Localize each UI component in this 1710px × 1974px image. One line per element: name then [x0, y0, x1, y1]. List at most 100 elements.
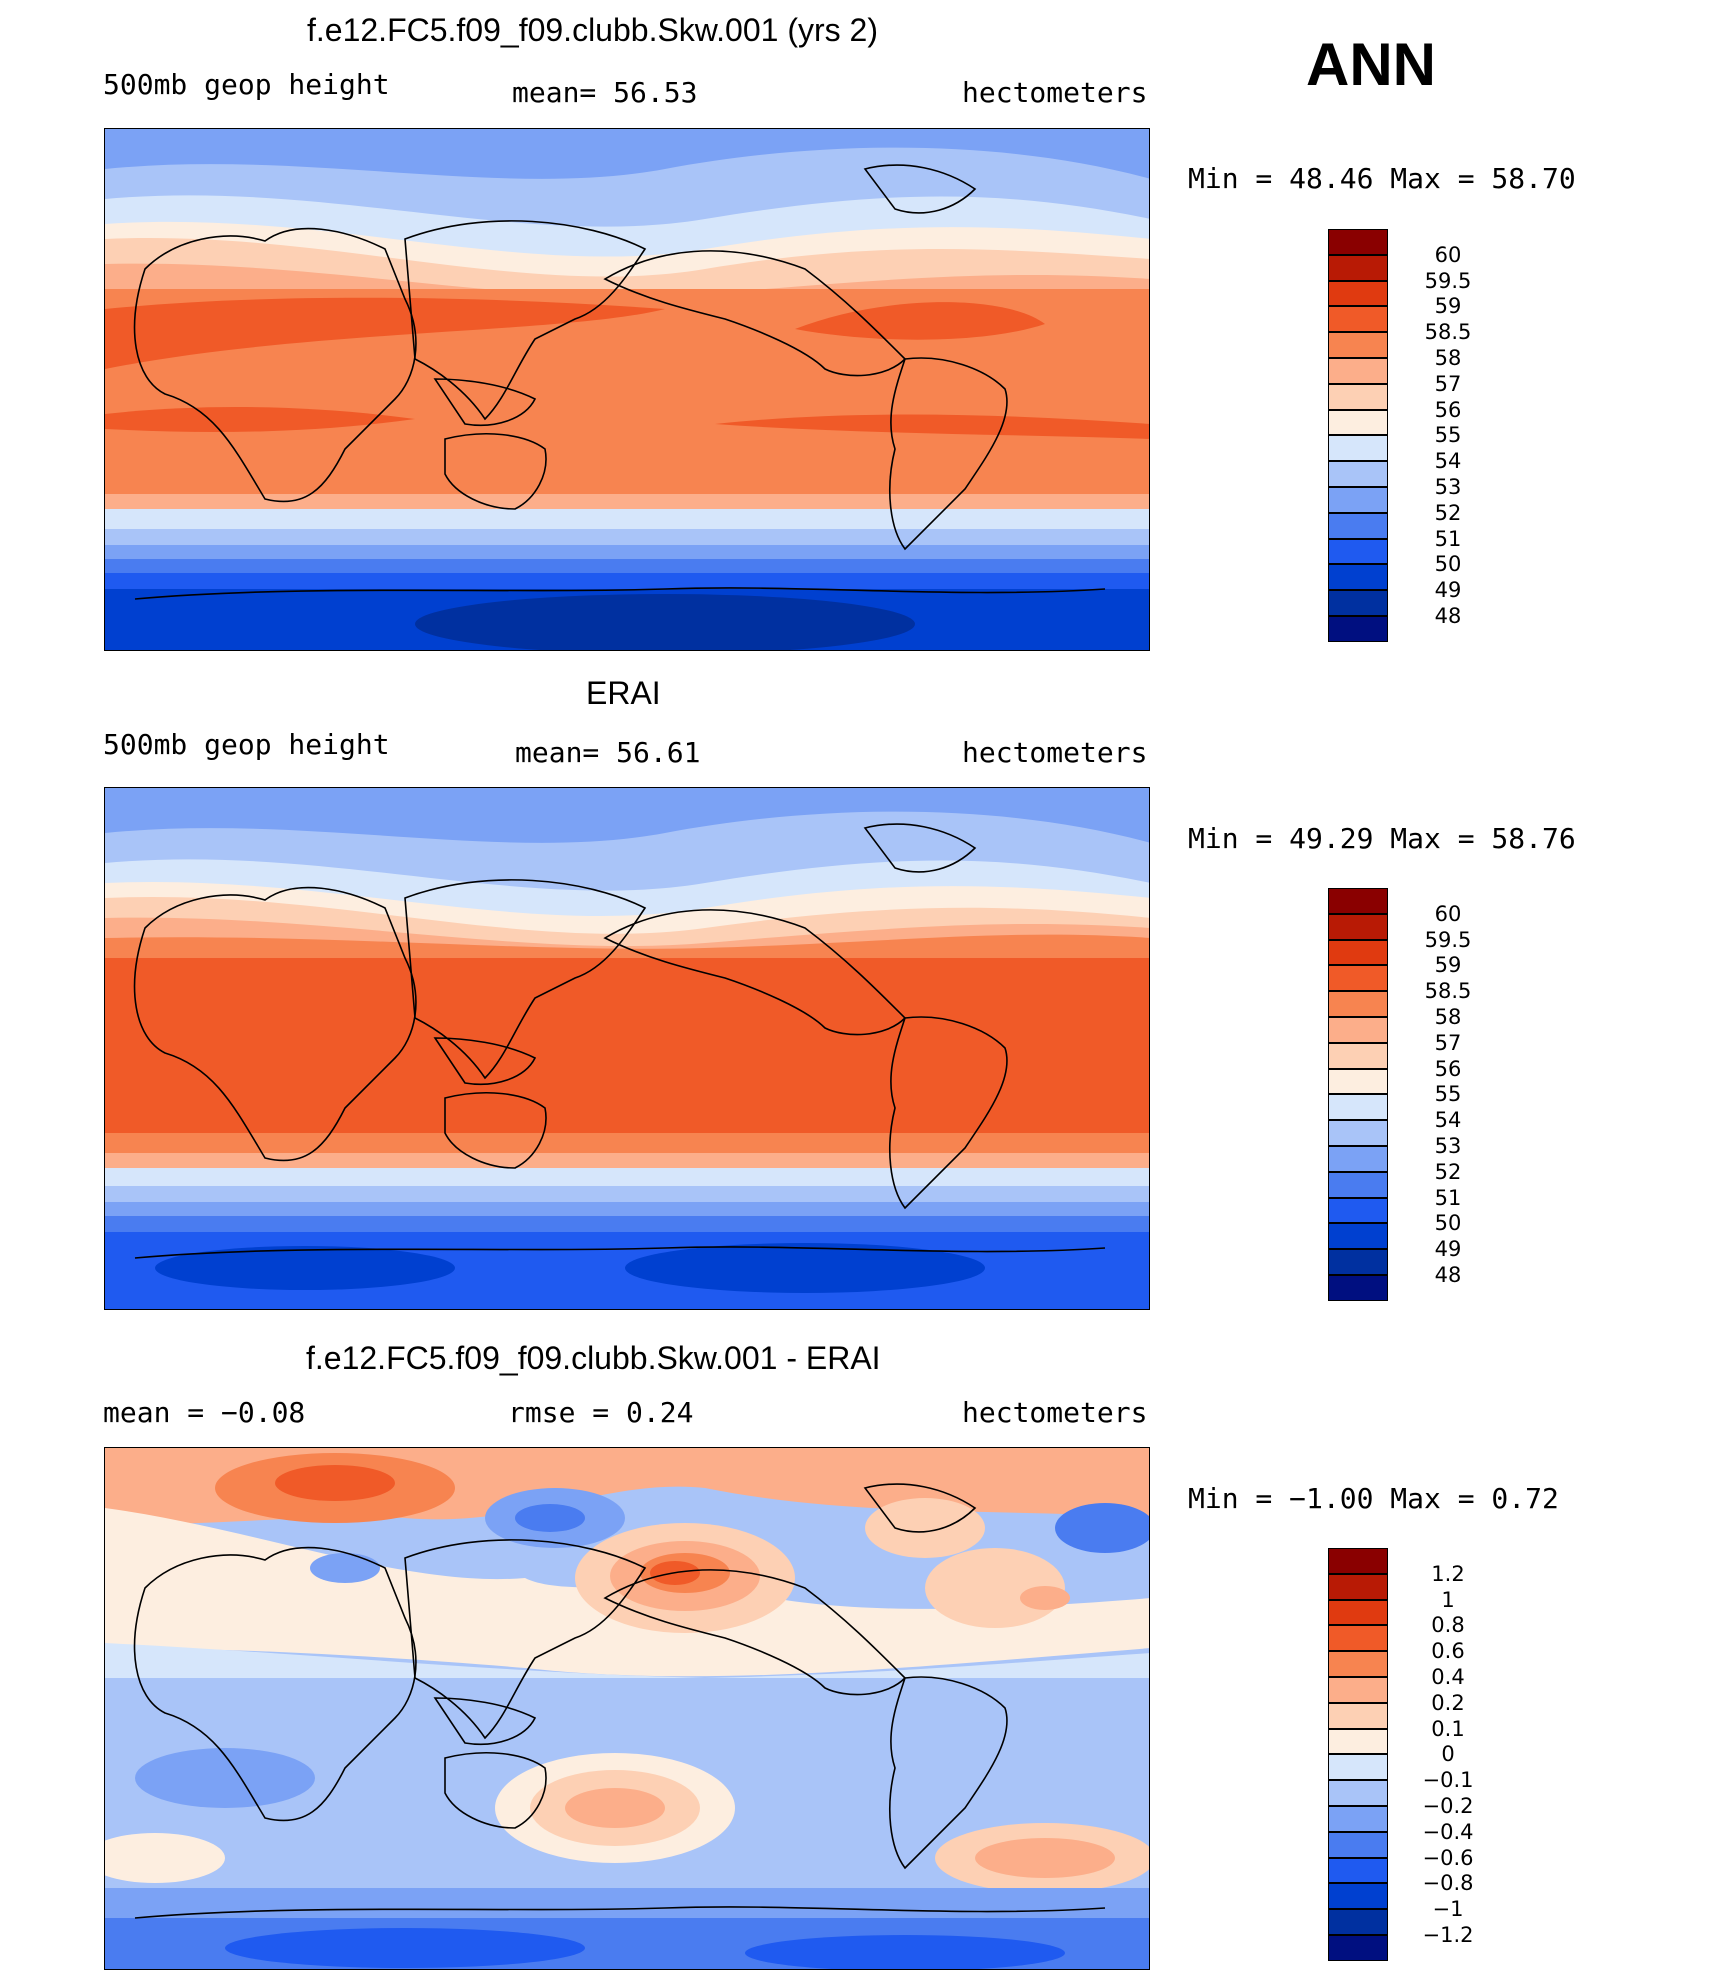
colorbar-swatch [1328, 1275, 1388, 1301]
contour-map-diff [105, 1448, 1149, 1969]
contour-map-obs [105, 788, 1149, 1309]
colorbar-tick-label: 1 [1441, 1587, 1455, 1612]
colorbar-tick-label: −0.8 [1422, 1871, 1474, 1896]
colorbar-tick-label: 53 [1434, 1134, 1462, 1158]
colorbar-swatch [1328, 409, 1388, 436]
colorbar-tick-label: 50 [1434, 1211, 1462, 1236]
colorbar-tick-label: 54 [1434, 449, 1462, 474]
units-label-obs: hectometers [962, 736, 1148, 769]
colorbar-tick-label: 52 [1434, 1159, 1462, 1184]
colorbar-tick-label: 0.4 [1431, 1665, 1465, 1689]
colorbar-tick-label: 0.2 [1431, 1690, 1465, 1715]
colorbar-swatch [1328, 991, 1388, 1017]
colorbar-swatch [1328, 1754, 1388, 1781]
colorbar-swatch [1328, 1806, 1388, 1832]
colorbar-tick-label: 48 [1434, 1263, 1462, 1287]
colorbar-tick-label: 56 [1434, 397, 1462, 422]
colorbar-swatch [1328, 564, 1388, 591]
colorbar-tick-label: 1.2 [1431, 1561, 1465, 1586]
colorbar-tick-label: 49 [1434, 1237, 1462, 1262]
colorbar-tick-label: 54 [1434, 1108, 1462, 1133]
colorbar-swatch [1328, 1017, 1388, 1043]
panel-title-model: f.e12.FC5.f09_f09.clubb.Skw.001 (yrs 2) [307, 12, 878, 48]
colorbar-tick-label: 58 [1434, 1005, 1462, 1029]
colorbar-swatch [1328, 1935, 1388, 1961]
colorbar-tick-label: −0.4 [1422, 1819, 1474, 1844]
colorbar-tick-label: 59 [1434, 294, 1462, 319]
colorbar-swatch [1328, 1197, 1388, 1224]
minmax-label-model: Min = 48.46 Max = 58.70 [1188, 162, 1576, 195]
colorbar-tick-label: −1 [1432, 1897, 1464, 1922]
colorbar-tick-label: −0.6 [1422, 1845, 1474, 1870]
field-label-model: 500mb geop height [103, 68, 390, 101]
colorbar-tick-label: 0.6 [1431, 1639, 1465, 1664]
colorbar-diff: 1.2 1 0.8 0.6 0.4 0.2 0.1 0 −0.1 −0.2 −0.4 −0.6 −0.8… [1328, 1548, 1474, 1961]
mean-label-obs: mean= 56.61 [515, 736, 701, 769]
colorbar-tick-label: 52 [1434, 500, 1462, 525]
units-label-model: hectometers [962, 76, 1148, 109]
colorbar-swatch [1328, 306, 1388, 333]
colorbar-swatch [1328, 616, 1388, 642]
map-panel-diff [104, 1447, 1150, 1970]
map-panel-model [104, 128, 1150, 651]
colorbar-swatch [1328, 280, 1388, 307]
colorbar-swatch [1328, 939, 1388, 966]
colorbar-tick-label: 51 [1434, 1185, 1462, 1210]
colorbar-swatch [1328, 888, 1388, 914]
contour-map-model [105, 129, 1149, 650]
colorbar-tick-label: 0.1 [1431, 1716, 1465, 1741]
colorbar-swatch [1328, 1883, 1388, 1910]
map-panel-obs [104, 787, 1150, 1310]
colorbar-swatch [1328, 1171, 1388, 1198]
colorbar-swatch [1328, 1857, 1388, 1884]
colorbar-swatch [1328, 332, 1388, 358]
colorbar-obs: 60 59.5 59 58.5 58 57 56 55 54 53 52 51 50 49 48 [1328, 888, 1471, 1301]
colorbar-swatch [1328, 1702, 1388, 1729]
colorbar-model: 60 59.5 59 58.5 58 57 56 55 54 53 52 51 50 49 48 [1328, 229, 1471, 642]
colorbar-swatch [1328, 538, 1388, 565]
colorbar-swatch [1328, 383, 1388, 410]
minmax-label-diff: Min = −1.00 Max = 0.72 [1188, 1482, 1559, 1515]
colorbar-tick-label: 56 [1434, 1056, 1462, 1081]
colorbar-swatch [1328, 435, 1388, 462]
colorbar-swatch [1328, 590, 1388, 616]
colorbar-swatch [1328, 1909, 1388, 1935]
colorbar-tick-label: 58 [1434, 346, 1462, 370]
colorbar-tick-label: 57 [1434, 1030, 1462, 1055]
colorbar-swatch [1328, 1068, 1388, 1095]
colorbar-swatch [1328, 1146, 1388, 1172]
colorbar-tick-label: 60 [1434, 901, 1462, 926]
colorbar-swatch [1328, 1599, 1388, 1626]
colorbar-swatch [1328, 461, 1388, 487]
colorbar-tick-label: 59.5 [1424, 927, 1472, 952]
season-label: ANN [1306, 31, 1436, 98]
colorbar-swatch [1328, 913, 1388, 940]
colorbar-swatch [1328, 1573, 1388, 1600]
panel-title-diff: f.e12.FC5.f09_f09.clubb.Skw.001 - ERAI [306, 1340, 881, 1376]
panel-title-obs: ERAI [586, 675, 661, 711]
colorbar-swatch [1328, 1625, 1388, 1652]
colorbar-tick-label: −0.2 [1422, 1794, 1474, 1818]
colorbar-swatch [1328, 1780, 1388, 1806]
minmax-label-obs: Min = 49.29 Max = 58.76 [1188, 822, 1576, 855]
colorbar-tick-label: 59.5 [1424, 268, 1472, 293]
colorbar-tick-label: 59 [1434, 953, 1462, 978]
colorbar-swatch [1328, 1831, 1388, 1858]
colorbar-swatch [1328, 1223, 1388, 1250]
colorbar-swatch [1328, 1249, 1388, 1275]
colorbar-tick-label: 60 [1434, 242, 1462, 267]
colorbar-swatch [1328, 254, 1388, 281]
colorbar-tick-label: 55 [1434, 423, 1462, 448]
colorbar-tick-label: 51 [1434, 526, 1462, 551]
colorbar-swatch [1328, 1651, 1388, 1677]
colorbar-swatch [1328, 965, 1388, 992]
colorbar-swatch [1328, 1120, 1388, 1146]
colorbar-tick-label: 58.5 [1424, 979, 1472, 1004]
colorbar-swatch [1328, 1548, 1388, 1574]
colorbar-tick-label: 50 [1434, 552, 1462, 577]
colorbar-swatch [1328, 229, 1388, 255]
rmse-label-diff: rmse = 0.24 [508, 1396, 694, 1429]
colorbar-tick-label: 53 [1434, 475, 1462, 499]
colorbar-swatch [1328, 1728, 1388, 1755]
colorbar-swatch [1328, 1677, 1388, 1703]
